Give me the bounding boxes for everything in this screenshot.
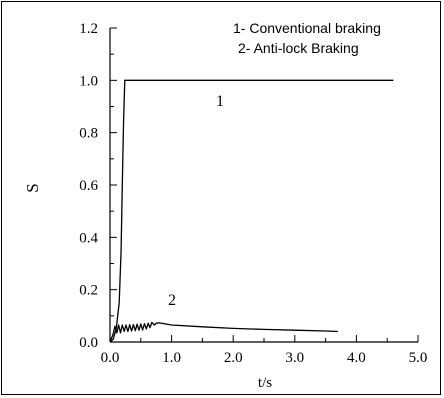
x-axis-label: t/s xyxy=(258,375,272,391)
tick-labels: 0.0 0.2 0.4 0.6 0.8 1.0 1.2 0.0 1.0 2.0 3.0 4.0 5.0 xyxy=(79,21,427,366)
y-tick-label: 1.2 xyxy=(79,21,98,37)
series-line-1 xyxy=(109,79,394,343)
axes xyxy=(109,27,419,343)
legend-item-conventional: 1- Conventional braking xyxy=(233,20,381,36)
curve-label-1: 1 xyxy=(216,93,224,110)
y-tick-label: 1.0 xyxy=(79,73,98,89)
x-tick-label: 3.0 xyxy=(285,350,304,366)
y-tick-label: 0.2 xyxy=(79,283,98,299)
y-tick-label: 0.8 xyxy=(79,126,98,142)
y-tick-label: 0.0 xyxy=(79,335,98,351)
curves xyxy=(109,79,394,343)
x-tick-label: 2.0 xyxy=(224,350,243,366)
legend-item-anti-lock: 2- Anti-lock Braking xyxy=(238,40,359,56)
y-tick-label: 0.6 xyxy=(79,178,98,194)
x-tick-label: 0.0 xyxy=(101,350,120,366)
x-tick-label: 5.0 xyxy=(409,350,428,366)
y-tick-label: 0.4 xyxy=(79,230,98,246)
x-tick-label: 4.0 xyxy=(347,350,366,366)
curve-label-2: 2 xyxy=(168,292,176,309)
y-axis-label: S xyxy=(23,183,42,192)
x-tick-label: 1.0 xyxy=(162,350,181,366)
series-line-2 xyxy=(109,321,338,343)
